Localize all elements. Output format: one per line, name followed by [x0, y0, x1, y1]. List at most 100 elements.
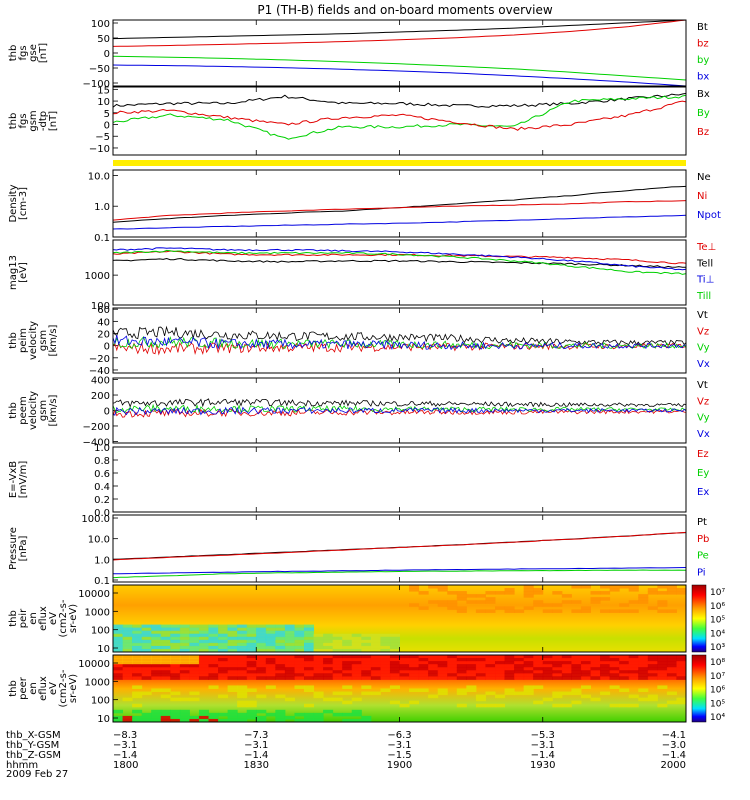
- spectrogram-cell: [113, 655, 124, 659]
- y-tick-label: 0: [104, 49, 110, 60]
- spectrogram-cell: [284, 627, 295, 632]
- spectrogram-cell: [418, 676, 429, 680]
- y-axis-label-line: (cm2-s-: [58, 599, 69, 637]
- spectrogram-cell: [428, 664, 439, 668]
- colorbar-tick-label: 10⁴: [710, 629, 725, 639]
- spectrogram-cell: [475, 655, 486, 659]
- spectrogram-cell: [151, 667, 162, 671]
- spectrogram-cell: [304, 624, 315, 629]
- spectrogram-cell: [113, 648, 124, 653]
- spectrogram-cell: [389, 655, 400, 659]
- spectrogram-cell: [160, 670, 171, 674]
- spectrogram-cell: [456, 606, 467, 610]
- spectrogram-cell: [628, 658, 639, 662]
- spectrogram-cell: [122, 664, 133, 668]
- spectrogram-cell: [552, 661, 563, 665]
- spectrogram-cell: [304, 639, 315, 644]
- spectrogram-cell: [170, 673, 181, 677]
- spectrogram-cell: [666, 661, 677, 665]
- spectrogram-cell: [370, 661, 381, 665]
- spectrogram-cell: [332, 667, 343, 671]
- spectrogram-cell: [332, 697, 343, 702]
- spectrogram-cell: [552, 667, 563, 671]
- spectrogram-cell: [265, 636, 276, 641]
- spectrogram-cell: [523, 688, 534, 693]
- spectrogram-cell: [361, 676, 372, 680]
- spectrogram-cell: [179, 715, 190, 720]
- spectrogram-cell: [619, 658, 630, 662]
- spectrogram-cell: [590, 664, 601, 668]
- spectrogram-cell: [523, 676, 534, 680]
- spectrogram-cell: [380, 648, 391, 653]
- spectrogram-cell: [160, 645, 171, 650]
- spectrogram-cell: [666, 664, 677, 668]
- series-line-pe: [112, 569, 687, 579]
- spectrogram-cell: [485, 664, 496, 668]
- spectrogram-cell: [533, 603, 544, 607]
- legend-label: Ti⊥: [696, 275, 714, 286]
- spectrogram-cell: [495, 670, 506, 674]
- spectrogram-cell: [437, 655, 448, 659]
- spectrogram-cell: [647, 606, 658, 610]
- spectrogram-cell: [676, 697, 687, 702]
- spectrogram-cell: [409, 655, 420, 659]
- spectrogram-cell: [113, 676, 124, 680]
- legend-label: by: [697, 55, 709, 66]
- y-axis-label-line: gsm: [38, 330, 49, 351]
- spectrogram-cell: [456, 609, 467, 613]
- spectrogram-cell: [495, 658, 506, 662]
- spectrogram-cell: [580, 667, 591, 671]
- spectrogram-cell: [141, 712, 152, 717]
- spectrogram-cell: [475, 600, 486, 604]
- legend-label: Vx: [697, 429, 710, 440]
- series-line-pb: [112, 531, 687, 561]
- series-line-bx: [112, 92, 687, 108]
- spectrogram-cell: [294, 633, 305, 638]
- spectrogram-cell: [332, 642, 343, 647]
- y-axis-label-line: gsm: [28, 110, 39, 131]
- spectrogram-cell: [198, 670, 209, 674]
- x-axis-value: −1.4: [113, 750, 137, 761]
- spectrogram-cell: [561, 667, 572, 671]
- spectrogram-cell: [466, 685, 477, 689]
- spectrogram-cell: [466, 655, 477, 659]
- spectrogram-cell: [428, 670, 439, 674]
- spectrogram-cell: [256, 645, 267, 650]
- spectrogram-cell: [666, 670, 677, 674]
- spectrogram-cell: [380, 658, 391, 662]
- spectrogram-cell: [179, 712, 190, 717]
- spectrogram-cell: [323, 639, 334, 644]
- spectrogram-cell: [475, 694, 486, 699]
- spectrogram-cell: [657, 591, 668, 595]
- spectrogram-cell: [170, 676, 181, 680]
- spectrogram-cell: [132, 642, 143, 647]
- spectrogram-cell: [237, 670, 248, 674]
- spectrogram-cell: [332, 673, 343, 677]
- spectrogram-cell: [657, 667, 668, 671]
- spectrogram-cell: [580, 694, 591, 699]
- spectrogram-cell: [256, 636, 267, 641]
- legend-label: Tell: [696, 258, 713, 269]
- spectrogram-cell: [189, 676, 200, 680]
- spectrogram-cell: [179, 627, 190, 632]
- spectrogram-cell: [313, 694, 324, 699]
- spectrogram-cell: [361, 715, 372, 720]
- spectrogram-cell: [323, 642, 334, 647]
- spectrogram-cell: [552, 591, 563, 595]
- spectrogram-cell: [351, 709, 362, 714]
- y-tick-label: 1000: [85, 677, 110, 688]
- spectrogram-cell: [275, 667, 286, 671]
- spectrogram-cell: [504, 606, 515, 610]
- x-axis-value: −1.4: [244, 750, 268, 761]
- panel-9: thb peir en eflux eV (cm2-s-sr-eV) 10⁷ 10⁶ 10⁵ 10…: [8, 584, 725, 655]
- spectrogram-cell: [342, 673, 353, 677]
- spectrogram-cell: [485, 591, 496, 595]
- spectrogram-cell: [447, 606, 458, 610]
- spectrogram-cell: [198, 645, 209, 650]
- y-axis-label-line: gsm: [38, 400, 49, 421]
- spectrogram-cell: [418, 688, 429, 693]
- spectrogram-cell: [141, 718, 152, 723]
- spectrogram-cell: [456, 673, 467, 677]
- spectrogram-cell: [456, 664, 467, 668]
- spectrogram-cell: [485, 658, 496, 662]
